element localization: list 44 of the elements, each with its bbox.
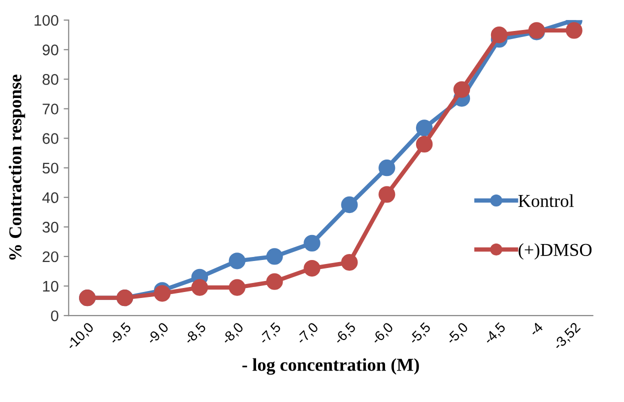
point — [266, 248, 283, 265]
x-axis-title: - log concentration (M) — [242, 358, 419, 375]
x-tick-label: -8,5 — [183, 322, 208, 346]
point — [341, 254, 358, 271]
x-tick-label: -7,5 — [258, 322, 283, 346]
x-tick-label: -7,0 — [296, 322, 320, 346]
y-tick-label: 80 — [42, 74, 58, 85]
y-tick-label: 60 — [42, 133, 58, 144]
point — [154, 285, 171, 302]
point — [566, 22, 582, 39]
point — [490, 26, 508, 44]
x-tick-label: -4,5 — [483, 322, 508, 346]
point — [266, 273, 283, 290]
legend-label: Kontrol — [518, 194, 574, 208]
point — [228, 279, 246, 296]
point — [304, 234, 320, 252]
x-tick-label: -5,0 — [446, 322, 470, 346]
point — [228, 252, 246, 270]
x-tick-label: -4 — [528, 322, 544, 337]
y-tick-label: 20 — [42, 251, 58, 262]
point — [378, 160, 396, 176]
y-tick-label: 70 — [42, 104, 58, 114]
y-tick-label: 10 — [43, 280, 58, 292]
x-tick-label: -6,5 — [333, 322, 358, 346]
y-tick-label: 30 — [42, 222, 58, 233]
point — [191, 279, 208, 296]
y-axis-title: % Contraction response — [8, 74, 26, 260]
point — [416, 136, 433, 153]
y-tick-label: 40 — [42, 192, 58, 204]
point — [453, 81, 470, 98]
point — [378, 186, 396, 203]
point — [304, 260, 320, 277]
x-tick-label: -9,5 — [108, 322, 133, 346]
y-tick-label: 90 — [42, 44, 58, 56]
x-tick-label: -8,0 — [220, 322, 246, 346]
x-tick-label: -6,0 — [370, 322, 395, 346]
y-tick-label: 0 — [51, 310, 58, 322]
y-tick-label: 100 — [34, 14, 58, 26]
point — [416, 120, 433, 136]
legend-label: (+)DMSO — [518, 243, 592, 260]
y-tick-label: 50 — [42, 162, 58, 174]
point — [341, 196, 358, 214]
x-tick-label: -5,5 — [408, 322, 432, 346]
x-tick-label: -9,0 — [146, 322, 170, 346]
